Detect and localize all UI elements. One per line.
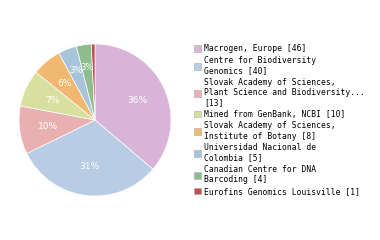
Wedge shape	[76, 44, 95, 120]
Wedge shape	[36, 53, 95, 120]
Wedge shape	[59, 46, 95, 120]
Wedge shape	[91, 44, 95, 120]
Text: 10%: 10%	[38, 122, 59, 131]
Legend: Macrogen, Europe [46], Centre for Biodiversity
Genomics [40], Slovak Academy of : Macrogen, Europe [46], Centre for Biodiv…	[194, 44, 366, 196]
Text: 3%: 3%	[81, 63, 94, 72]
Wedge shape	[20, 72, 95, 120]
Text: 36%: 36%	[128, 96, 148, 105]
Text: 7%: 7%	[45, 96, 59, 105]
Text: 31%: 31%	[79, 162, 99, 171]
Wedge shape	[19, 106, 95, 154]
Text: 3%: 3%	[69, 66, 82, 75]
Wedge shape	[27, 120, 153, 196]
Text: 6%: 6%	[58, 79, 72, 88]
Wedge shape	[95, 44, 171, 169]
